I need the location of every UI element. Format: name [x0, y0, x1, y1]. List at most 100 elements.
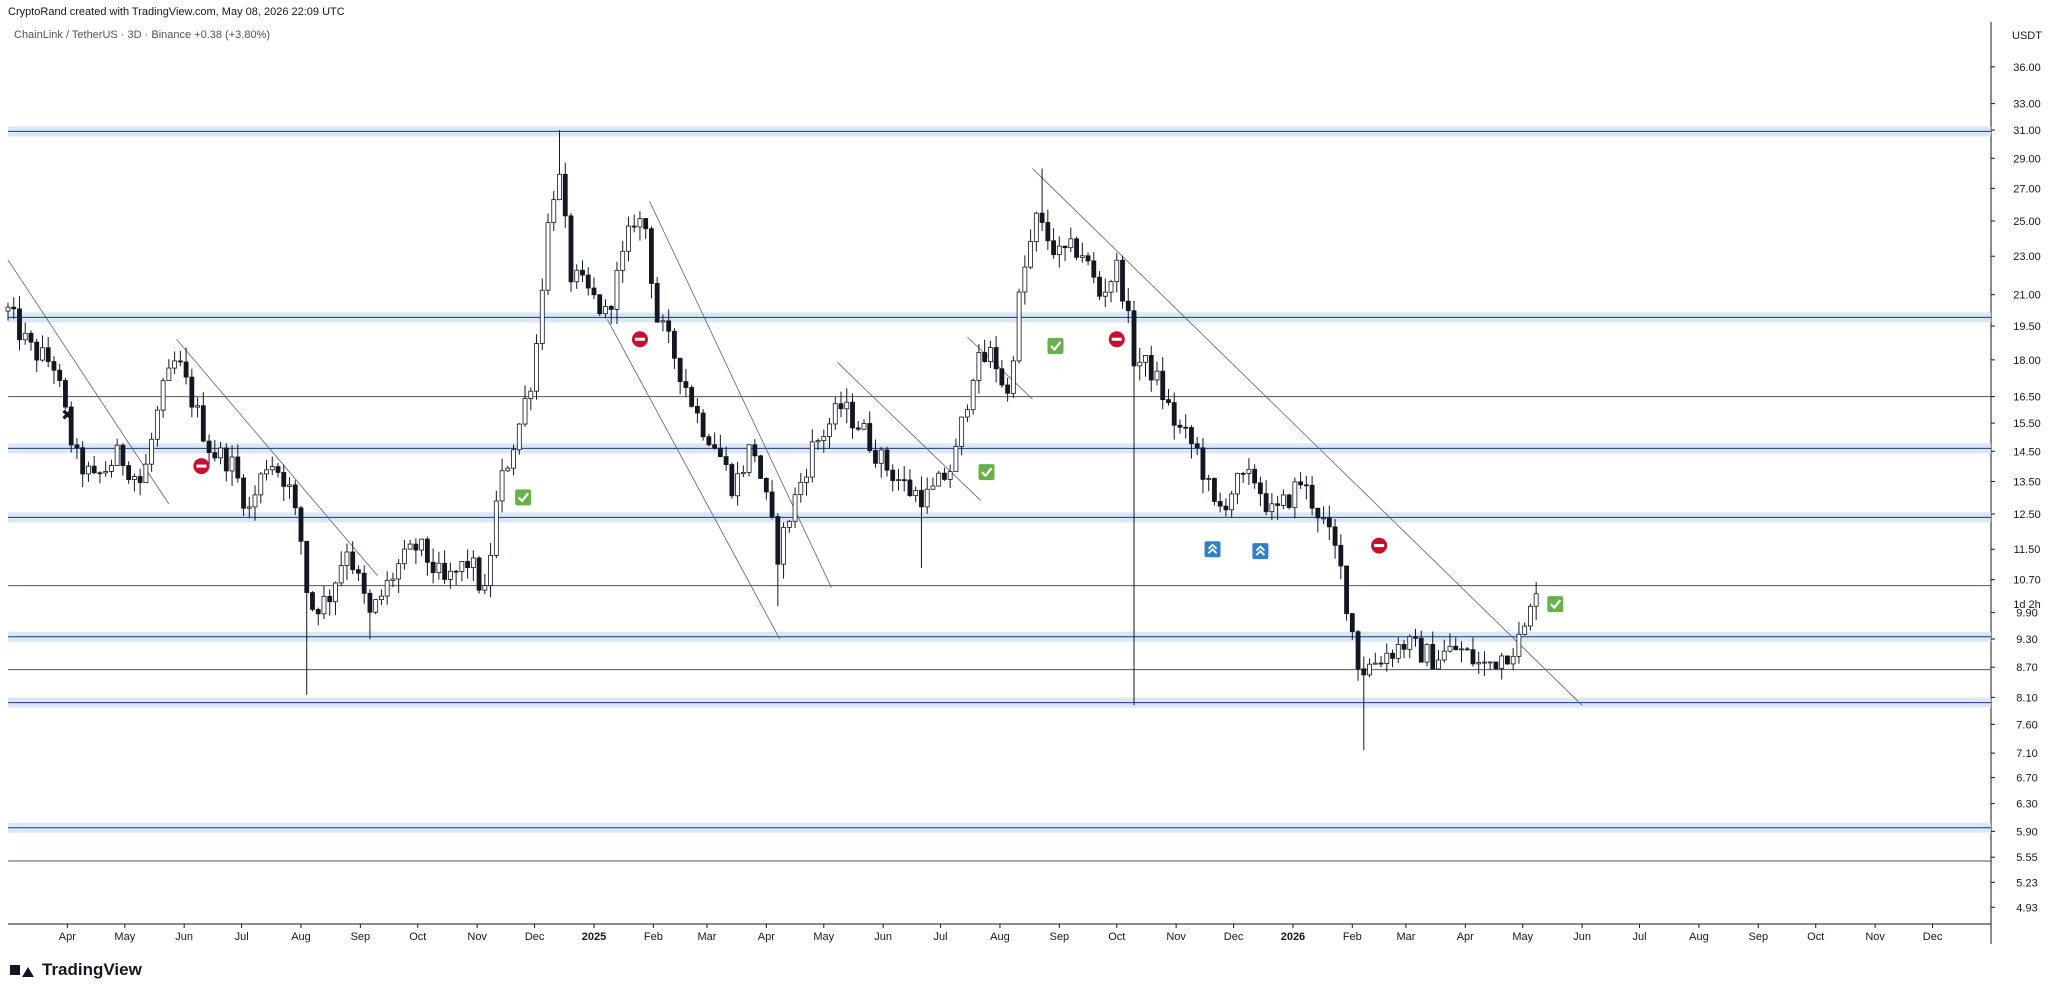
candle-body[interactable]	[373, 599, 379, 613]
candle-body[interactable]	[580, 269, 585, 276]
candle-body[interactable]	[1229, 493, 1235, 511]
candle-body[interactable]	[700, 412, 706, 438]
candle-body[interactable]	[476, 557, 482, 591]
candle-body[interactable]	[396, 563, 402, 580]
candle-body[interactable]	[626, 225, 631, 252]
candle-body[interactable]	[235, 456, 241, 479]
candle-body[interactable]	[212, 452, 218, 459]
candle-body[interactable]	[769, 491, 775, 517]
candle-body[interactable]	[516, 423, 522, 451]
candle-body[interactable]	[534, 343, 539, 392]
candle-body[interactable]	[1447, 645, 1453, 652]
candle-body[interactable]	[51, 361, 57, 371]
candle-body[interactable]	[413, 543, 419, 551]
candle-body[interactable]	[1252, 468, 1258, 484]
candle-body[interactable]	[1505, 655, 1510, 665]
candle-body[interactable]	[597, 294, 603, 315]
candle-body[interactable]	[1045, 222, 1051, 242]
candle-body[interactable]	[103, 471, 109, 474]
candle-body[interactable]	[838, 403, 844, 410]
candle-body[interactable]	[1051, 240, 1056, 256]
candle-body[interactable]	[855, 427, 861, 430]
candle-body[interactable]	[677, 357, 683, 383]
candle-body[interactable]	[1321, 517, 1326, 520]
candle-body[interactable]	[465, 561, 471, 569]
candle-body[interactable]	[333, 582, 338, 603]
candle-body[interactable]	[574, 269, 580, 283]
candle-body[interactable]	[1453, 645, 1459, 651]
candle-body[interactable]	[68, 406, 74, 446]
candle-body[interactable]	[327, 595, 333, 603]
candle-body[interactable]	[1200, 447, 1206, 480]
candle-body[interactable]	[1010, 360, 1016, 394]
candle-body[interactable]	[281, 472, 287, 487]
candle-body[interactable]	[930, 485, 936, 490]
candle-body[interactable]	[982, 352, 988, 362]
candle-body[interactable]	[1160, 370, 1166, 401]
candle-body[interactable]	[430, 561, 436, 573]
candle-body[interactable]	[890, 469, 896, 481]
candle-body[interactable]	[545, 222, 551, 291]
candle-body[interactable]	[712, 444, 718, 449]
candle-body[interactable]	[557, 173, 562, 201]
candle-body[interactable]	[275, 466, 281, 473]
candle-body[interactable]	[453, 570, 459, 573]
candle-body[interactable]	[763, 478, 769, 493]
candle-body[interactable]	[1005, 384, 1011, 394]
candle-body[interactable]	[781, 527, 786, 565]
candle-body[interactable]	[206, 440, 212, 454]
candle-body[interactable]	[1390, 652, 1395, 659]
candle-body[interactable]	[189, 376, 195, 408]
candle-body[interactable]	[1240, 472, 1246, 475]
candle-body[interactable]	[442, 562, 448, 580]
candle-body[interactable]	[321, 595, 327, 615]
candle-body[interactable]	[723, 456, 729, 465]
candle-body[interactable]	[689, 387, 695, 407]
candle-body[interactable]	[809, 441, 815, 478]
candle-body[interactable]	[585, 274, 591, 289]
candle-body[interactable]	[1166, 399, 1171, 403]
candle-body[interactable]	[1246, 468, 1252, 474]
candle-body[interactable]	[1033, 212, 1039, 242]
candle-body[interactable]	[1476, 662, 1482, 665]
candle-body[interactable]	[551, 199, 557, 224]
candle-body[interactable]	[752, 444, 758, 457]
candle-body[interactable]	[1154, 370, 1160, 381]
candle-body[interactable]	[1257, 482, 1263, 495]
candle-body[interactable]	[867, 423, 873, 451]
candle-body[interactable]	[407, 543, 413, 550]
candle-body[interactable]	[637, 218, 643, 228]
candle-body[interactable]	[987, 347, 993, 362]
candle-body[interactable]	[821, 436, 827, 442]
candle-body[interactable]	[1459, 648, 1464, 651]
trendline[interactable]	[7, 259, 170, 505]
candle-body[interactable]	[143, 463, 149, 483]
candle-body[interactable]	[1516, 633, 1522, 657]
candle-body[interactable]	[993, 347, 999, 370]
candle-body[interactable]	[166, 367, 172, 382]
candle-body[interactable]	[315, 609, 321, 615]
candle-body[interactable]	[350, 551, 356, 571]
candle-body[interactable]	[459, 561, 465, 572]
candle-body[interactable]	[1470, 649, 1476, 665]
candle-body[interactable]	[1263, 493, 1269, 513]
candle-body[interactable]	[1148, 355, 1154, 381]
candle-body[interactable]	[1344, 565, 1349, 614]
candle-body[interactable]	[1125, 300, 1131, 312]
candle-body[interactable]	[706, 436, 712, 446]
candle-body[interactable]	[1482, 661, 1487, 664]
candle-body[interactable]	[447, 570, 453, 580]
candle-body[interactable]	[884, 449, 890, 471]
candle-body[interactable]	[384, 580, 390, 597]
candle-body[interactable]	[126, 465, 132, 480]
candle-body[interactable]	[172, 360, 178, 369]
candle-body[interactable]	[1361, 668, 1367, 676]
candle-body[interactable]	[1286, 494, 1292, 508]
candle-body[interactable]	[1298, 481, 1304, 486]
candle-body[interactable]	[1487, 661, 1493, 664]
candle-body[interactable]	[223, 447, 229, 472]
trendline[interactable]	[1032, 168, 1583, 706]
candle-body[interactable]	[1016, 291, 1022, 362]
candle-body[interactable]	[901, 479, 907, 482]
